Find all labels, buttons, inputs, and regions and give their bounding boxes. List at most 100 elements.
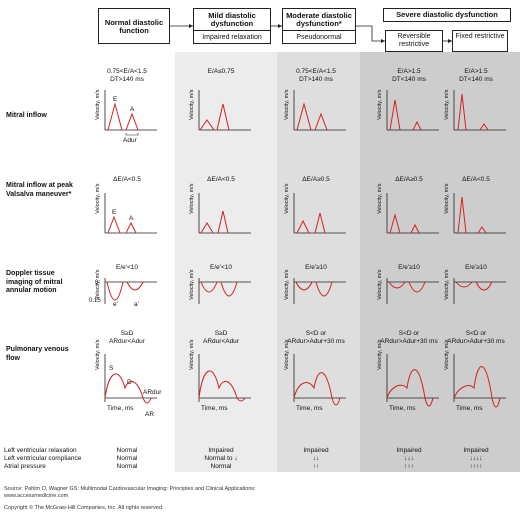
doppler-e-label: e' xyxy=(113,301,118,308)
valsalva-E-wave-4 xyxy=(457,196,467,234)
ylabel-mitral-2: Velocity, m/s xyxy=(284,89,290,120)
mitral-A-wave-0 xyxy=(125,112,139,131)
doppler-a-wave-2 xyxy=(315,281,333,297)
bottom-value-0-1: Normal xyxy=(116,455,138,462)
footer-copyright: Copyright © The McGraw-Hill Companies, I… xyxy=(4,505,164,511)
footer-source: Source: Pahlm O, Wagner GS: Multimodal C… xyxy=(4,486,256,499)
criteria-mitral-1: E/A≤0.75 xyxy=(207,68,235,75)
valsalva-E-wave-1 xyxy=(200,222,214,234)
mitral-E-label: E xyxy=(113,96,118,103)
mitral-A-label: A xyxy=(130,106,135,113)
arrow-reversible-to-fixed-head xyxy=(448,39,452,43)
mild-header-sub: Impaired relaxation xyxy=(194,30,270,42)
row-label-pulm: Pulmonary venous flow xyxy=(6,346,69,362)
pulm-D-label: D xyxy=(127,379,132,386)
pulm-wave-4 xyxy=(453,366,501,408)
doppler-e-wave-1 xyxy=(200,281,218,293)
bottom-value-4-2: ↑↑↑↑ xyxy=(469,463,483,470)
bottom-label-relaxation: Left ventricular relaxation xyxy=(4,447,77,454)
mitral-E-wave-4 xyxy=(457,93,467,131)
valsalva-E-label: E xyxy=(112,209,117,216)
criteria-doppler-4: E/e'≥10 xyxy=(465,264,487,271)
mild-header-title: Mild diastolic dysfunction xyxy=(208,11,256,28)
criteria-mitral-3: E/A>1.5 DT<140 ms xyxy=(392,68,426,83)
valsalva-A-wave-3 xyxy=(410,223,420,234)
bottom-value-3-2: ↑↑↑ xyxy=(404,463,414,470)
mitral-Adur-label: Adur xyxy=(123,137,138,144)
ylabel-mitral-4: Velocity, m/s xyxy=(444,89,450,120)
valsalva-E-wave-2 xyxy=(296,219,310,234)
doppler-a-label: a' xyxy=(134,301,139,308)
ylabel-doppler-2: Velocity, m/s xyxy=(284,269,290,300)
criteria-pulm-0: S≥D ARdur<Adur xyxy=(109,330,145,345)
ylabel-valsalva-4: Velocity, m/s xyxy=(444,183,450,214)
bottom-value-4-0: Impaired xyxy=(463,447,489,454)
moderate-header-title: Moderate diastolic dysfunction* xyxy=(286,11,352,28)
arrow-mild-to-moderate-head xyxy=(278,24,282,28)
ylabel-doppler-0: Velocity, m/s xyxy=(95,269,101,300)
criteria-doppler-0: E/e'<10 xyxy=(115,264,139,271)
mitral-E-wave-1 xyxy=(199,119,215,131)
ylabel-valsalva-1: Velocity, m/s xyxy=(189,183,195,214)
doppler-e-wave-4 xyxy=(455,281,473,288)
bottom-value-2-0: Impaired xyxy=(303,447,329,454)
fixed-label: Fixed restrictive xyxy=(455,33,505,40)
criteria-valsalva-0: ΔE/A<0.5 xyxy=(113,176,141,183)
bottom-value-4-1: ↓↓↓↓ xyxy=(469,455,483,462)
mitral-A-wave-1 xyxy=(216,103,230,131)
ylabel-mitral-1: Velocity, m/s xyxy=(189,89,195,120)
normal-header-box: Normal diastolic function xyxy=(98,8,170,44)
ylabel-valsalva-3: Velocity, m/s xyxy=(377,183,383,214)
mitral-Adur-bracket xyxy=(125,133,139,136)
ylabel-mitral-3: Velocity, m/s xyxy=(377,89,383,120)
bottom-value-0-0: Normal xyxy=(116,447,138,454)
ylabel-doppler-1: Velocity, m/s xyxy=(189,269,195,300)
doppler-e-wave-0 xyxy=(106,281,124,301)
criteria-pulm-1: S≥D ARdur<Adur xyxy=(203,330,239,345)
bottom-value-1-1: Normal to ↓ xyxy=(204,455,238,462)
ylabel-valsalva-0: Velocity, m/s xyxy=(95,183,101,214)
row-label-valsalva: Mitral inflow at peak Valsalva maneuver* xyxy=(6,182,73,198)
criteria-doppler-2: E/e'≥10 xyxy=(305,264,327,271)
valsalva-A-wave-4 xyxy=(477,226,487,234)
valsalva-E-wave-0 xyxy=(107,215,121,234)
criteria-doppler-3: E/e'≥10 xyxy=(398,264,420,271)
pulm-ARdur-label: ARdur xyxy=(143,389,162,396)
mitral-A-wave-2 xyxy=(314,112,328,131)
ylabel-doppler-3: Velocity, m/s xyxy=(377,269,383,300)
criteria-doppler-1: E/e'<10 xyxy=(209,264,233,271)
arrow-moderate-to-reversible-head xyxy=(381,39,385,43)
doppler-tick-015: 0.15 xyxy=(89,298,101,304)
bottom-value-1-2: Normal xyxy=(210,463,232,470)
criteria-valsalva-1: ΔE/A<0.5 xyxy=(207,176,235,183)
bottom-value-1-0: Impaired xyxy=(208,447,234,454)
valsalva-A-wave-2 xyxy=(314,212,326,234)
moderate-header-sub: Pseudonormal xyxy=(283,30,355,42)
moderate-header-box: Moderate diastolic dysfunction* Pseudono… xyxy=(282,8,356,44)
header-arrows xyxy=(170,24,452,43)
bottom-value-3-1: ↓↓↓ xyxy=(404,455,414,462)
mild-header-box: Mild diastolic dysfunction Impaired rela… xyxy=(193,8,271,44)
valsalva-A-label: A xyxy=(129,215,134,222)
ylabel-pulm-1: Velocity, m/s xyxy=(189,339,195,370)
pulm-wave-0 xyxy=(104,373,152,404)
mitral-A-wave-3 xyxy=(412,120,422,131)
criteria-mitral-2: 0.75<E/A<1.5 DT>140 ms xyxy=(296,68,336,83)
mitral-A-wave-4 xyxy=(479,123,489,131)
valsalva-A-wave-1 xyxy=(217,210,229,234)
criteria-mitral-0: 0.75<E/A<1.5 DT>140 ms xyxy=(107,68,147,83)
pulm-xlabel-1: Time, ms xyxy=(201,405,228,412)
severe-header-box: Severe diastolic dysfunction xyxy=(383,8,511,22)
ylabel-mitral-0: Velocity, m/s xyxy=(95,89,101,120)
bottom-value-2-2: ↑↑ xyxy=(312,463,320,470)
doppler-a-wave-0 xyxy=(126,281,144,291)
criteria-pulm-4: S<D or ARdur>Adur+30 ms xyxy=(447,330,505,345)
mild-column-shade xyxy=(175,52,277,472)
pulm-xlabel-0: Time, ms xyxy=(107,405,134,412)
doppler-e-wave-2 xyxy=(295,281,313,291)
ylabel-pulm-4: Velocity, m/s xyxy=(444,339,450,370)
mitral-E-wave-2 xyxy=(296,102,312,131)
criteria-mitral-4: E/A>1.5 DT<140 ms xyxy=(459,68,493,83)
ylabel-pulm-0: Velocity, m/s xyxy=(95,339,101,370)
reversible-box: Reversible restrictive xyxy=(385,30,443,52)
